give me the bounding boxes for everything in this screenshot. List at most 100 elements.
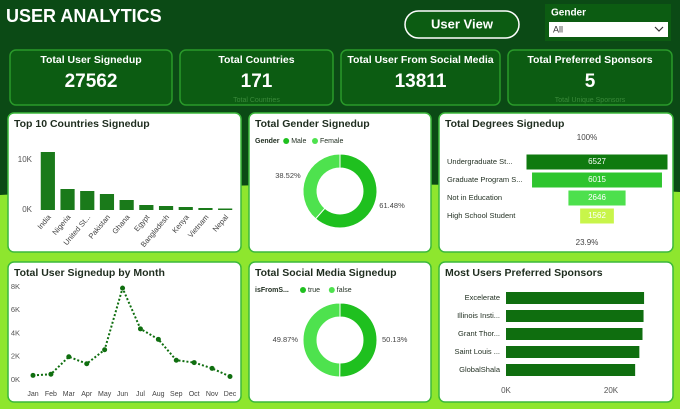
funnel-bar	[580, 208, 614, 224]
line-point	[137, 326, 143, 332]
x-tick-label: Sep	[170, 391, 183, 398]
bar	[506, 310, 644, 322]
line-point	[84, 361, 90, 367]
panel-title: Total User Signedup by Month	[14, 267, 165, 279]
legend-swatch	[312, 138, 318, 144]
x-tick-label: 0K	[501, 386, 511, 395]
slicer-label: Gender	[551, 8, 586, 19]
line-point	[102, 347, 108, 353]
bar	[158, 206, 174, 210]
y-tick-label: 10K	[18, 155, 33, 164]
line-point	[155, 336, 161, 342]
kpi-caption: Total Unique Sponsors	[555, 97, 626, 104]
legend-label: false	[337, 287, 352, 294]
legend-title: Gender	[255, 138, 280, 145]
y-category-label: Saint Louis ...	[455, 347, 500, 356]
kpi-value: 27562	[65, 71, 118, 92]
bar	[139, 205, 154, 210]
panel-title: Total Social Media Signedup	[255, 267, 397, 279]
bar	[119, 200, 134, 210]
funnel-category: Not in Education	[447, 193, 502, 202]
kpi-caption: Total Countries	[233, 97, 280, 104]
bar	[40, 152, 55, 210]
y-category-label: GlobalShala	[459, 365, 501, 374]
x-tick-label: Jun	[117, 391, 128, 398]
panel-title: Total Degrees Signedup	[445, 118, 564, 130]
legend-swatch	[328, 287, 335, 293]
funnel-value: 6527	[588, 157, 606, 166]
donut-slice	[314, 153, 378, 229]
line-point	[227, 374, 233, 380]
line-point	[191, 360, 197, 366]
value-label: 50.13%	[382, 335, 408, 344]
bar	[60, 189, 75, 210]
bar	[178, 207, 193, 210]
funnel-category: High School Student	[447, 211, 516, 220]
bar	[198, 208, 213, 210]
bar	[218, 208, 233, 210]
y-category-label: Illinois Insti...	[457, 311, 500, 320]
x-tick-label: May	[98, 391, 112, 398]
x-tick-label: Nov	[206, 391, 219, 398]
page-title: USER ANALYTICS	[6, 6, 162, 26]
panel	[248, 261, 432, 403]
panel	[248, 112, 432, 253]
funnel-category: Undergraduate St...	[447, 157, 512, 166]
y-tick-label: 2K	[11, 352, 20, 361]
panel	[7, 261, 242, 403]
x-tick-label: Mar	[63, 391, 76, 398]
bar	[80, 191, 95, 210]
funnel-bar	[568, 190, 626, 206]
panel	[7, 112, 242, 253]
kpi-card	[507, 49, 673, 106]
panel-title: Top 10 Countries Signedup	[14, 118, 150, 130]
view-button-label[interactable]: User View	[431, 16, 494, 31]
line-point	[120, 285, 126, 291]
line-point	[173, 357, 179, 363]
bar	[99, 194, 115, 210]
value-label: 38.52%	[275, 171, 301, 180]
line-point	[48, 371, 54, 377]
y-category-label: Excelerate	[465, 293, 500, 302]
view-button[interactable]	[404, 10, 520, 39]
funnel-top-label: 100%	[577, 133, 597, 142]
funnel-bar	[532, 172, 662, 188]
funnel-bottom-label: 23.9%	[576, 238, 599, 247]
y-tick-label: 0K	[11, 375, 20, 384]
y-tick-label: 8K	[11, 282, 20, 291]
x-tick-label: Dec	[224, 391, 237, 398]
x-tick-label: Jul	[136, 391, 145, 398]
bar	[506, 328, 643, 340]
legend-title: isFromS...	[255, 287, 289, 294]
donut-slice	[302, 153, 341, 220]
kpi-label: Total Countries	[218, 54, 294, 66]
legend-label: Male	[291, 138, 306, 145]
y-category-label: Grant Thor...	[458, 329, 500, 338]
panel-title: Most Users Preferred Sponsors	[445, 267, 603, 279]
kpi-value: 5	[585, 71, 596, 92]
value-label: 61.48%	[379, 201, 405, 210]
legend-label: Female	[320, 138, 343, 145]
kpi-card	[9, 49, 173, 106]
y-tick-label: 0K	[22, 205, 32, 214]
x-tick-label: Jan	[27, 391, 38, 398]
value-label: 49.87%	[273, 335, 299, 344]
kpi-label: Total User Signedup	[40, 54, 141, 66]
x-tick-label: Aug	[152, 391, 165, 398]
kpi-label: Total Preferred Sponsors	[527, 54, 652, 66]
kpi-card	[340, 49, 501, 106]
legend-swatch	[283, 138, 290, 144]
dropdown-chevron	[654, 26, 664, 32]
line-point	[209, 365, 215, 371]
y-tick-label: 4K	[11, 328, 20, 337]
x-tick-label: Apr	[81, 391, 93, 398]
slicer-value[interactable]: All	[553, 24, 563, 34]
funnel-bar	[526, 154, 668, 170]
bar	[506, 346, 640, 358]
kpi-card	[179, 49, 334, 106]
slicer-dropdown[interactable]	[549, 22, 668, 37]
legend-swatch	[300, 287, 306, 293]
funnel-value: 2646	[588, 193, 606, 202]
line-point	[66, 354, 72, 360]
x-tick-label: Feb	[45, 391, 57, 398]
